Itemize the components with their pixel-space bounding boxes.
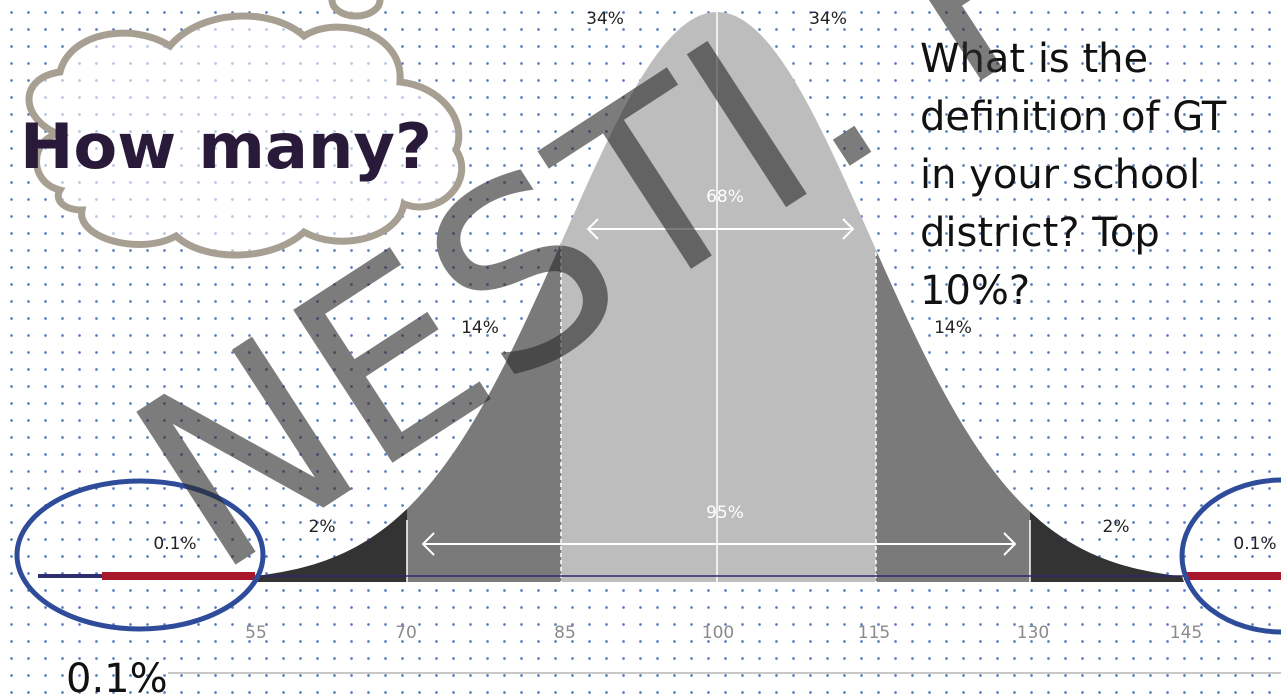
axis-tick-label: 115 bbox=[858, 623, 890, 643]
band-dividers bbox=[406, 12, 1031, 582]
cloud-icon bbox=[25, 12, 466, 259]
curve-labels: 34% 34% 68% 95% 14% 14% 2% 2% 0.1% 0.1% bbox=[153, 9, 1276, 554]
axis-tick-label: 145 bbox=[1170, 623, 1202, 643]
tail-label-right: 2% bbox=[1103, 517, 1130, 537]
axis-tick-label: 55 bbox=[245, 623, 267, 643]
question-line: in your school bbox=[920, 152, 1200, 198]
tail-label-left: 2% bbox=[309, 517, 336, 537]
range-arrow-95 bbox=[421, 532, 1017, 556]
highlight-circle-left bbox=[14, 478, 266, 632]
callout-text: How many? bbox=[20, 110, 432, 183]
band-label-right: 14% bbox=[934, 318, 972, 338]
axis-tick-label: 70 bbox=[395, 623, 417, 643]
cloud-bubble-icon bbox=[328, 0, 384, 20]
outer-range-label: 95% bbox=[706, 503, 744, 523]
axis-tick-label: 130 bbox=[1017, 623, 1049, 643]
axis-tick-labels: 55 70 85 100 115 130 145 bbox=[245, 623, 1202, 643]
band-label-left: 14% bbox=[461, 318, 499, 338]
question-line: definition of GT bbox=[920, 94, 1227, 140]
highlight-circle-right bbox=[1179, 477, 1281, 635]
axis-tick-label: 100 bbox=[702, 623, 734, 643]
range-arrows bbox=[421, 218, 1017, 556]
question-line: 10%? bbox=[920, 268, 1030, 314]
extreme-label-right: 0.1% bbox=[1233, 534, 1276, 554]
thought-cloud bbox=[25, 0, 466, 259]
extreme-label-left: 0.1% bbox=[153, 534, 196, 554]
axis-tick-label: 85 bbox=[554, 623, 576, 643]
question-line: What is the bbox=[920, 36, 1148, 82]
footnote-text: 0.1% bbox=[66, 656, 168, 700]
top-label-left: 34% bbox=[586, 9, 624, 29]
range-arrow-68 bbox=[586, 218, 855, 240]
question-text: What is the definition of GT in your sch… bbox=[920, 36, 1227, 314]
top-label-right: 34% bbox=[809, 9, 847, 29]
question-line: district? Top bbox=[920, 210, 1160, 256]
inner-range-label: 68% bbox=[706, 187, 744, 207]
